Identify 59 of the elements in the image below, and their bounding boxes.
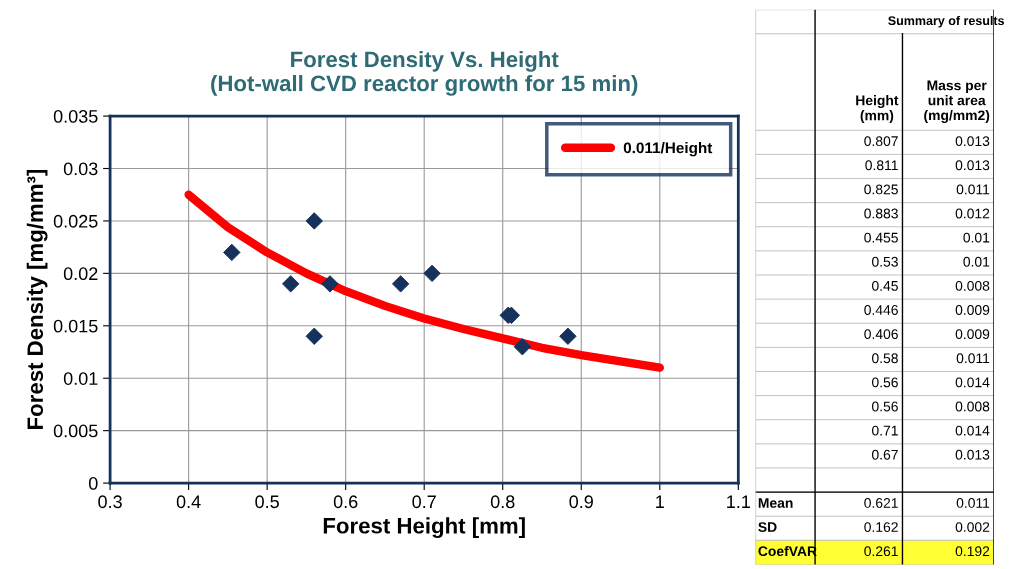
x-tick-label: 1 (656, 495, 664, 508)
x-tick-label: 0.4 (176, 495, 201, 509)
text: 0.446 (864, 305, 898, 315)
x-tick-label: 0.9 (569, 495, 593, 509)
text: 0.58 (872, 353, 898, 364)
text: 0.406 (864, 329, 898, 340)
text: 0.011 (956, 353, 990, 364)
text: 0.013 (955, 160, 990, 171)
y-tick-label: 0.02 (63, 267, 98, 281)
text: 0.013 (955, 449, 990, 460)
y-tick-label: 0 (88, 477, 98, 490)
text: 0.807 (864, 136, 898, 147)
text: 0.56 (872, 377, 898, 388)
text: 0.012 (955, 208, 990, 219)
text: 0.014 (955, 425, 990, 436)
x-tick-label: 0.3 (98, 495, 122, 509)
text: 0.825 (864, 184, 898, 195)
y-tick-label: 0.03 (63, 162, 98, 176)
text: 0.45 (872, 280, 898, 291)
y-tick-label: 0.025 (53, 214, 98, 228)
text: 0.011 (956, 184, 990, 195)
text: Mean (758, 498, 793, 508)
x-axis-title: Forest Height [mm] (323, 517, 525, 539)
text: 0.56 (872, 401, 898, 412)
text: 0.01 (963, 232, 990, 243)
y-tick-label: 0.035 (53, 110, 98, 123)
text: 0.455 (864, 232, 898, 243)
text: Mass per unit area (mg/mm2) (924, 80, 990, 124)
text: SD (758, 522, 777, 532)
x-tick-label: 1.1 (727, 495, 750, 508)
text: 0.53 (872, 256, 898, 267)
text: 0.71 (872, 425, 898, 436)
y-tick-label: 0.005 (53, 424, 98, 438)
text: 0.008 (955, 401, 990, 412)
chart-title: Forest Density Vs. Height (Hot-wall CVD reactor growth for 15 min) (211, 50, 638, 96)
text: 0.01 (963, 256, 990, 267)
text: 0.011 (956, 498, 990, 508)
text: 0.009 (955, 329, 990, 340)
text: 0.883 (864, 208, 898, 219)
text: 0.014 (955, 377, 990, 388)
y-axis-title: Forest Density [mg/mm³] (26, 169, 48, 429)
x-tick-label: 0.5 (255, 495, 279, 509)
legend-label: 0.011/Height (623, 142, 713, 157)
text: 0.002 (955, 522, 990, 532)
text: 0.261 (864, 546, 898, 557)
text: 0.811 (865, 160, 898, 171)
x-tick-label: 0.8 (490, 495, 515, 509)
text: 0.013 (955, 136, 990, 147)
text: 0.192 (955, 546, 990, 557)
text: 0.67 (872, 449, 898, 460)
x-tick-label: 0.7 (412, 495, 436, 509)
text: 0.162 (864, 522, 898, 532)
text: 0.621 (864, 498, 898, 508)
text: Height (mm) (856, 95, 899, 124)
y-tick-label: 0.015 (53, 319, 98, 333)
y-tick-label: 0.01 (63, 372, 98, 385)
text: 0.008 (955, 280, 990, 291)
x-tick-label: 0.6 (333, 495, 358, 509)
text: 0.009 (955, 305, 990, 315)
